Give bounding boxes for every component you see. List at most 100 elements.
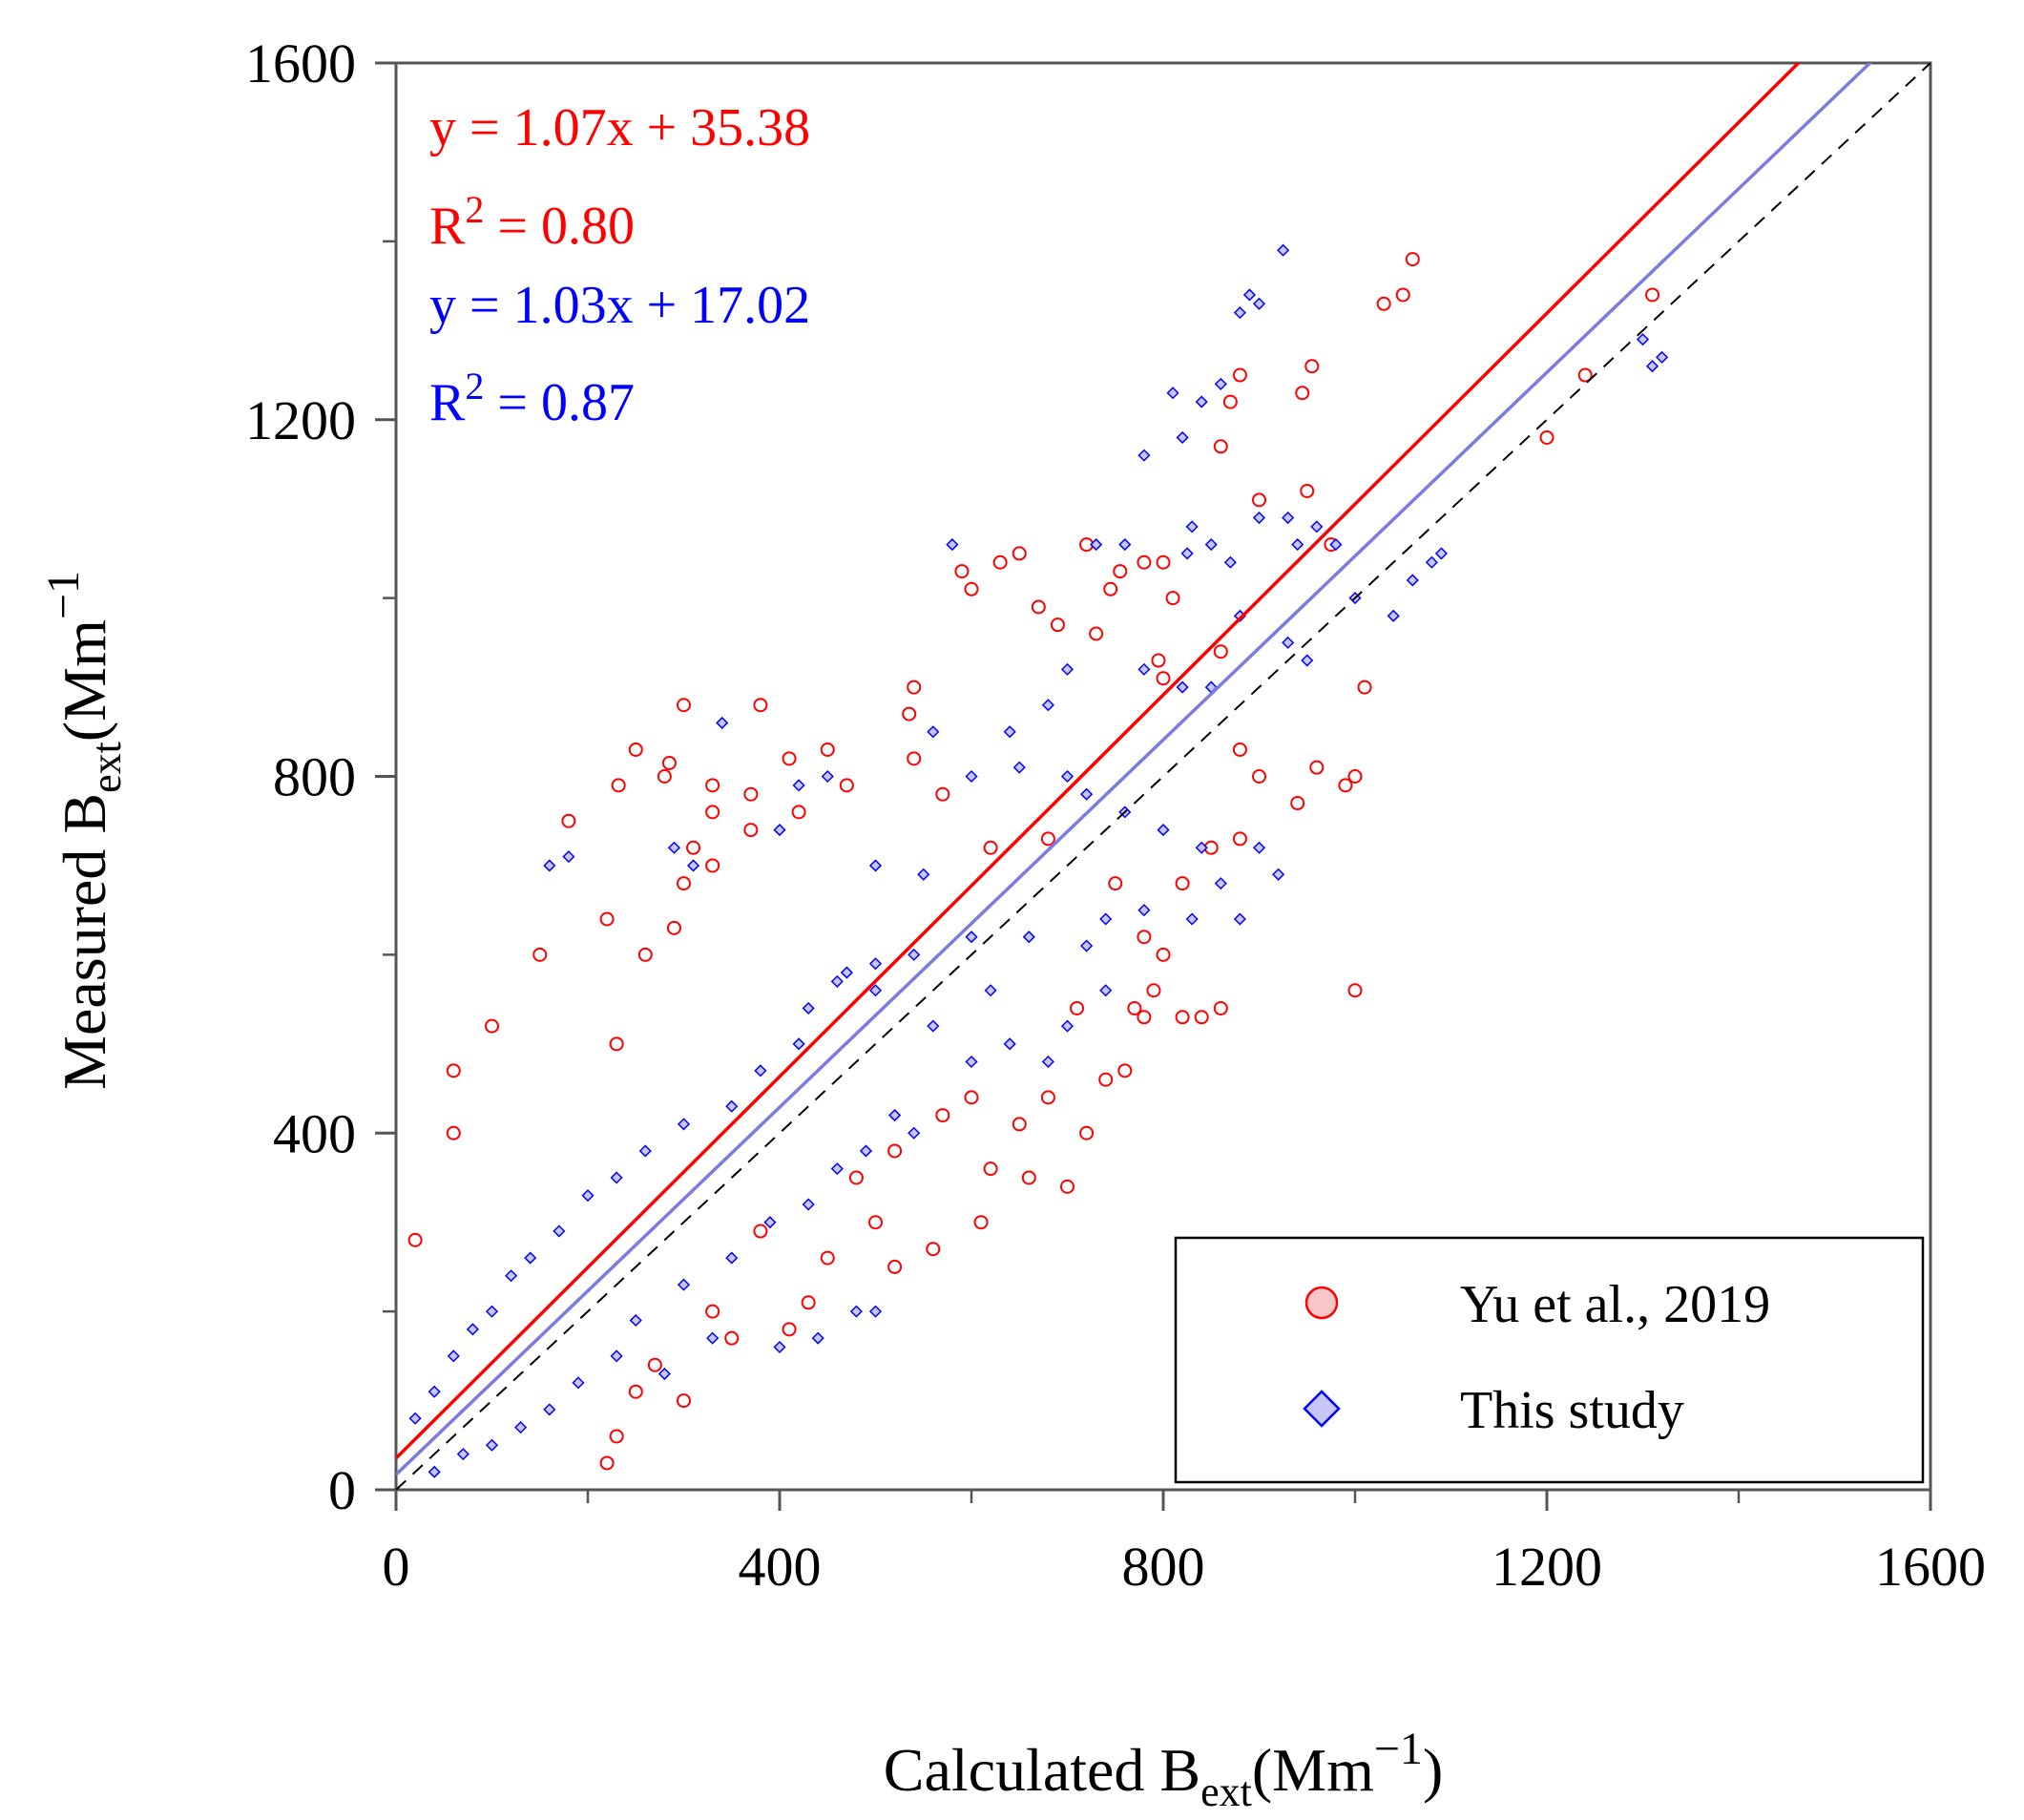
this-study-point: [1252, 297, 1266, 310]
yu-2019-point: [705, 778, 720, 793]
this-study-point: [1233, 306, 1246, 320]
yu-2019-point: [677, 876, 691, 891]
this-study-point: [1214, 877, 1227, 890]
yu-2019-point: [964, 1090, 979, 1105]
yu-2019-point: [561, 813, 576, 828]
yu-2019-point: [1175, 1010, 1190, 1025]
this-study-point: [1099, 984, 1113, 997]
this-study-point: [1277, 243, 1290, 257]
this-study-point: [792, 1037, 805, 1051]
yu-2019-point: [1103, 581, 1118, 596]
yu-2019-point: [485, 1018, 499, 1034]
yu-2019-point: [724, 1330, 740, 1346]
yu-2019-point: [1222, 394, 1238, 409]
yu-2019-point: [1050, 617, 1065, 633]
this-study-point: [638, 1144, 652, 1158]
this-study-point: [610, 1349, 623, 1363]
x-tick-label: 1200: [1492, 1536, 1602, 1598]
this-study-point: [447, 1349, 460, 1363]
yu-2019-point: [848, 1170, 864, 1185]
yu-2019-point: [1290, 796, 1305, 811]
yu-2019-point: [1194, 1010, 1209, 1025]
yu-2019-point: [983, 1161, 998, 1177]
this-study-point: [610, 1171, 623, 1184]
this-study-point: [706, 1331, 720, 1345]
yu-2019-point: [868, 1215, 883, 1230]
this-study-point: [1080, 939, 1094, 952]
this-study-point: [657, 1367, 671, 1381]
this-study-point: [514, 1421, 528, 1434]
this-study-point: [677, 1118, 691, 1131]
yu-2019-point: [743, 786, 759, 802]
this-study-point: [1022, 931, 1035, 944]
this-study-point: [1282, 511, 1295, 525]
yu-2019-point: [1113, 564, 1128, 579]
x-tick-label: 0: [383, 1536, 410, 1598]
yu-2019-point: [1347, 769, 1363, 784]
yu-2019-point: [532, 947, 548, 962]
this-study-point: [581, 1189, 595, 1203]
this-study-point: [1301, 654, 1314, 667]
this-study-point: [485, 1305, 499, 1318]
this-study-point: [773, 824, 786, 837]
yu-2019-point: [926, 1242, 941, 1257]
this-study-point: [1157, 824, 1170, 837]
yu-2019-point: [1295, 386, 1310, 401]
yu-2019-point: [1021, 1170, 1036, 1185]
y-tick-label: 400: [273, 1102, 356, 1164]
r2-blue: R2 = 0.87: [429, 365, 635, 432]
this-study-point: [965, 769, 978, 784]
yu-2019-point: [609, 1429, 624, 1444]
yu-2019-point: [666, 920, 681, 935]
this-study-point: [908, 1126, 921, 1140]
this-study-point: [1041, 1055, 1054, 1069]
legend: Yu et al., 2019 This study: [1174, 1236, 1925, 1484]
yu-2019-point: [599, 911, 615, 927]
this-study-point: [466, 1323, 479, 1336]
yu-2019-point: [753, 1224, 768, 1239]
this-study-point: [1166, 387, 1179, 400]
x-tick-label: 800: [1122, 1536, 1205, 1598]
this-study-point: [830, 1162, 844, 1176]
yu-2019-point: [1108, 876, 1123, 891]
yu-2019-point: [611, 778, 626, 793]
this-study-point: [1425, 555, 1438, 569]
this-study-point: [1310, 520, 1324, 533]
this-study-point: [408, 1412, 422, 1425]
yu-2019-point: [1040, 831, 1055, 847]
yu-2019-point: [1213, 644, 1228, 659]
legend-label-this-study: This study: [1460, 1381, 1684, 1440]
this-study-point: [927, 1019, 940, 1033]
yu-2019-point: [983, 840, 998, 855]
yu-2019-point: [1405, 252, 1420, 267]
this-study-point: [1242, 288, 1257, 302]
this-study-point: [773, 1340, 786, 1354]
this-study-point: [1060, 662, 1075, 676]
this-study-point: [1204, 538, 1218, 552]
yu-2019-point: [637, 947, 653, 962]
yu-2019-point: [1089, 626, 1104, 641]
yu-2019-point: [907, 751, 922, 766]
legend-marker-yu: [1304, 1286, 1339, 1320]
this-study-point: [811, 1331, 824, 1345]
y-tick-label: 0: [328, 1459, 356, 1521]
yu-2019-point: [1012, 1117, 1027, 1132]
yu-2019-point: [935, 786, 950, 802]
yu-2019-point: [677, 698, 691, 713]
this-study-point: [572, 1376, 585, 1390]
this-study-point: [505, 1269, 518, 1283]
this-study-point: [543, 859, 556, 872]
this-study-point: [840, 966, 853, 979]
this-study-point: [543, 1403, 556, 1416]
yu-2019-point: [1338, 778, 1353, 793]
yu-2019-point: [647, 1357, 662, 1372]
this-study-point: [917, 868, 930, 881]
yu-2019-point: [1347, 983, 1363, 998]
yu-2019-point: [1151, 653, 1166, 668]
this-study-point: [1176, 680, 1189, 694]
fit-line-this-study: [396, 63, 1873, 1476]
this-study-point: [1060, 1019, 1075, 1033]
yu-2019-point: [1137, 1010, 1152, 1025]
this-study-point: [1291, 538, 1304, 552]
